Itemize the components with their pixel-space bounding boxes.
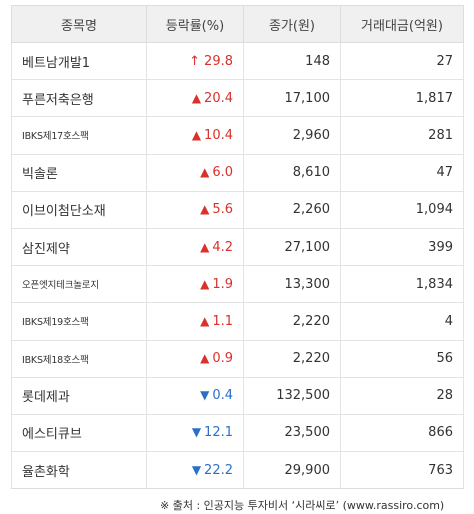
stock-name: 롯데제과 xyxy=(11,377,147,415)
trading-volume: 763 xyxy=(340,451,464,490)
closing-price: 13,300 xyxy=(243,265,341,304)
table-row: 율촌화학 ▼ 22.2 29,900 763 xyxy=(11,451,464,490)
trading-volume: 866 xyxy=(340,414,464,453)
stock-name: 율촌화학 xyxy=(11,451,147,490)
table-row: 오픈엣지테크놀로지 ▲ 1.9 13,300 1,834 xyxy=(11,265,464,304)
header-name: 종목명 xyxy=(11,5,147,43)
change-rate-value: 0.9 xyxy=(212,351,233,367)
up-triangle-icon: ▲ xyxy=(200,165,210,180)
up-triangle-icon: ▲ xyxy=(200,239,210,254)
closing-price: 29,900 xyxy=(243,451,341,490)
table-row: 롯데제과 ▼ 0.4 132,500 28 xyxy=(11,377,464,415)
change-rate-cell: ▲ 1.1 xyxy=(146,302,244,341)
source-footer: ※ 출처 : 인공지능 투자비서 ‘시라씨로’ (www.rassiro.com… xyxy=(160,499,445,512)
change-rate-cell: ▲ 6.0 xyxy=(146,154,244,192)
up-triangle-icon: ▲ xyxy=(200,313,210,328)
closing-price: 23,500 xyxy=(243,414,341,453)
up-triangle-icon: ▲ xyxy=(191,127,202,142)
stock-name: 베트남개발1 xyxy=(11,42,147,81)
trading-volume: 28 xyxy=(340,377,464,415)
stock-name: IBKS제17호스팩 xyxy=(11,116,147,155)
closing-price: 27,100 xyxy=(243,228,341,267)
trading-volume: 281 xyxy=(340,116,464,155)
table-header-row: 종목명 등락률(%) 종가(원) 거래대금(억원) xyxy=(11,5,464,43)
trading-volume: 56 xyxy=(340,340,464,378)
table-row: IBKS제17호스팩 ▲ 10.4 2,960 281 xyxy=(11,116,464,155)
table-row: 베트남개발1 ↑ 29.8 148 27 xyxy=(11,42,464,81)
change-rate-cell: ▲ 5.6 xyxy=(146,191,244,229)
change-rate-value: 12.1 xyxy=(204,425,233,441)
stock-name: IBKS제18호스팩 xyxy=(11,340,147,378)
stock-name: 빅솔론 xyxy=(11,154,147,192)
table-body: 베트남개발1 ↑ 29.8 148 27 푸른저축은행 ▲ 20.4 17,100 1,817 IB… xyxy=(11,42,464,490)
trading-volume: 1,834 xyxy=(340,265,464,304)
trading-volume: 47 xyxy=(340,154,464,192)
trading-volume: 27 xyxy=(340,42,464,81)
trading-volume: 4 xyxy=(340,302,464,341)
stock-table-container: 종목명 등락률(%) 종가(원) 거래대금(억원) 베트남개발1 ↑ 29.8 148… xyxy=(11,5,464,490)
change-rate-cell: ▲ 1.9 xyxy=(146,265,244,304)
table-row: 에스티큐브 ▼ 12.1 23,500 866 xyxy=(11,414,464,453)
change-rate-value: 1.1 xyxy=(212,313,233,329)
table-row: 이브이첨단소재 ▲ 5.6 2,260 1,094 xyxy=(11,191,464,229)
change-rate-cell: ▼ 12.1 xyxy=(146,414,244,453)
closing-price: 2,220 xyxy=(243,302,341,341)
change-rate-value: 10.4 xyxy=(204,127,233,143)
change-rate-cell: ▲ 20.4 xyxy=(146,79,244,118)
change-rate-value: 22.2 xyxy=(204,462,233,478)
trading-volume: 1,094 xyxy=(340,191,464,229)
change-rate-cell: ▼ 0.4 xyxy=(146,377,244,415)
header-price: 종가(원) xyxy=(243,5,341,43)
down-triangle-icon: ▼ xyxy=(191,425,202,440)
closing-price: 17,100 xyxy=(243,79,341,118)
change-rate-value: 1.9 xyxy=(212,276,233,292)
stock-name: 오픈엣지테크놀로지 xyxy=(11,265,147,304)
change-rate-value: 5.6 xyxy=(212,202,233,218)
stock-name: IBKS제19호스팩 xyxy=(11,302,147,341)
trading-volume: 399 xyxy=(340,228,464,267)
table-row: 푸른저축은행 ▲ 20.4 17,100 1,817 xyxy=(11,79,464,118)
down-triangle-icon: ▼ xyxy=(200,388,210,403)
header-volume: 거래대금(억원) xyxy=(340,5,464,43)
header-rate: 등락률(%) xyxy=(146,5,244,43)
closing-price: 132,500 xyxy=(243,377,341,415)
closing-price: 148 xyxy=(243,42,341,81)
table-row: IBKS제18호스팩 ▲ 0.9 2,220 56 xyxy=(11,340,464,378)
change-rate-value: 6.0 xyxy=(212,165,233,181)
change-rate-cell: ↑ 29.8 xyxy=(146,42,244,81)
change-rate-cell: ▼ 22.2 xyxy=(146,451,244,490)
stock-name: 삼진제약 xyxy=(11,228,147,267)
up-triangle-icon: ▲ xyxy=(200,202,210,217)
change-rate-value: 4.2 xyxy=(212,239,233,255)
change-rate-cell: ▲ 0.9 xyxy=(146,340,244,378)
table-row: 빅솔론 ▲ 6.0 8,610 47 xyxy=(11,154,464,192)
closing-price: 2,220 xyxy=(243,340,341,378)
stock-name: 에스티큐브 xyxy=(11,414,147,453)
closing-price: 8,610 xyxy=(243,154,341,192)
stock-table: 종목명 등락률(%) 종가(원) 거래대금(억원) 베트남개발1 ↑ 29.8 148… xyxy=(11,5,464,490)
table-row: 삼진제약 ▲ 4.2 27,100 399 xyxy=(11,228,464,267)
change-rate-cell: ▲ 4.2 xyxy=(146,228,244,267)
trading-volume: 1,817 xyxy=(340,79,464,118)
down-triangle-icon: ▼ xyxy=(191,462,202,477)
limit-up-arrow-icon: ↑ xyxy=(189,53,201,69)
change-rate-value: 0.4 xyxy=(212,388,233,404)
stock-name: 이브이첨단소재 xyxy=(11,191,147,229)
change-rate-cell: ▲ 10.4 xyxy=(146,116,244,155)
change-rate-value: 20.4 xyxy=(204,90,233,106)
closing-price: 2,260 xyxy=(243,191,341,229)
up-triangle-icon: ▲ xyxy=(200,351,210,366)
closing-price: 2,960 xyxy=(243,116,341,155)
table-row: IBKS제19호스팩 ▲ 1.1 2,220 4 xyxy=(11,302,464,341)
up-triangle-icon: ▲ xyxy=(191,90,202,105)
change-rate-value: 29.8 xyxy=(204,53,233,69)
up-triangle-icon: ▲ xyxy=(200,276,210,291)
stock-name: 푸른저축은행 xyxy=(11,79,147,118)
